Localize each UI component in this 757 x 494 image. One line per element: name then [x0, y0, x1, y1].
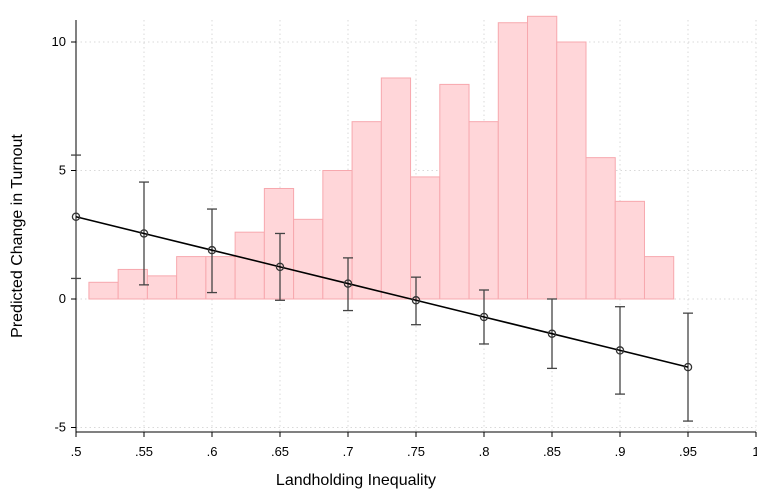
y-tick-label: -5	[54, 420, 66, 435]
histogram-bar	[351, 121, 382, 300]
histogram-bar	[497, 22, 529, 300]
y-tick-label: 10	[52, 34, 66, 49]
data-point	[343, 279, 353, 288]
histogram-bar	[322, 170, 353, 300]
histogram-bar	[556, 41, 587, 300]
x-tick-label: .5	[71, 444, 82, 459]
data-point	[479, 312, 489, 322]
y-axis-title: Predicted Change in Turnout	[9, 134, 26, 338]
histogram-bar	[176, 256, 207, 300]
data-point	[139, 229, 149, 238]
x-tick-label: .7	[343, 444, 354, 459]
x-tick-label: .95	[679, 444, 697, 459]
x-tick-label: .8	[479, 444, 490, 459]
histogram-bar	[293, 218, 324, 300]
histogram-bar	[527, 15, 558, 300]
x-tick-label: .6	[207, 444, 218, 459]
x-tick-label: .9	[615, 444, 626, 459]
y-tick-label: 0	[59, 291, 66, 306]
data-point	[683, 362, 693, 372]
histogram-bar	[643, 256, 675, 300]
x-tick-label: 1	[752, 444, 757, 459]
histogram-bar	[88, 281, 119, 300]
x-tick-label: .55	[135, 444, 153, 459]
histogram-bar	[410, 176, 441, 300]
histogram-bar	[468, 121, 499, 300]
tick-labels: .5 .55 .6 .65 .7 .75 .8 .85 .9 .95 1 -5 0 5 10	[52, 34, 757, 459]
histogram	[88, 15, 675, 300]
data-point	[547, 329, 557, 338]
x-tick-label: .75	[407, 444, 425, 459]
data-point	[71, 212, 81, 222]
data-point	[207, 245, 217, 255]
histogram-bar	[263, 187, 295, 300]
histogram-bar	[585, 157, 616, 300]
prediction-line	[75, 215, 689, 368]
histogram-bar	[380, 77, 412, 300]
histogram-bar	[614, 200, 645, 300]
histogram-bar	[234, 231, 265, 300]
x-tick-label: .65	[271, 444, 289, 459]
data-point	[275, 262, 285, 272]
x-axis-title: Landholding Inequality	[276, 472, 436, 489]
histogram-bar	[146, 275, 178, 300]
points	[71, 212, 693, 372]
x-tick-label: .85	[543, 444, 561, 459]
prediction-line	[75, 215, 689, 368]
histogram-bar	[439, 83, 470, 300]
data-point	[411, 296, 421, 305]
data-point	[615, 346, 625, 355]
y-tick-label: 5	[59, 163, 66, 178]
